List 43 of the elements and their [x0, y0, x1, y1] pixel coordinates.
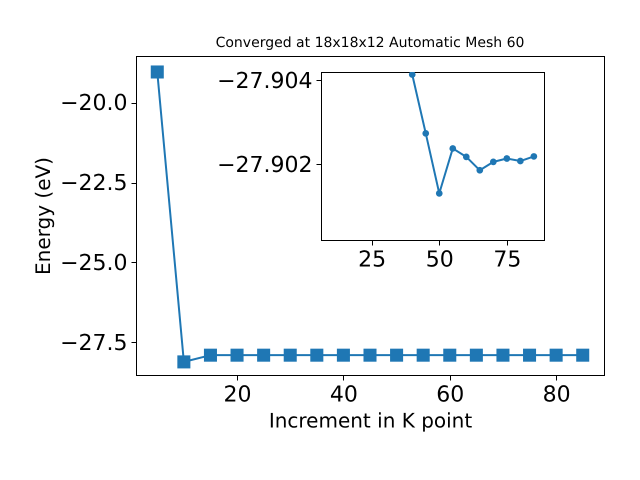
- y-tick-label: −22.5: [60, 171, 128, 196]
- point: [310, 348, 324, 362]
- point: [436, 190, 443, 197]
- point: [470, 348, 483, 362]
- point: [422, 130, 430, 137]
- point: [336, 348, 350, 362]
- point: [257, 348, 270, 362]
- x-tick-label: 50: [426, 248, 454, 272]
- y-axis-title: Energy (eV): [31, 157, 56, 275]
- x-axis-title: Increment in K point: [268, 408, 472, 432]
- point: [476, 166, 484, 174]
- point: [416, 348, 430, 362]
- point: [550, 348, 563, 362]
- point: [496, 348, 510, 362]
- chart-title: Converged at 18x18x12 Automatic Mesh 60: [216, 35, 524, 51]
- point: [462, 153, 470, 160]
- point: [150, 65, 164, 78]
- point: [230, 348, 244, 362]
- x-tick-label: 60: [436, 382, 464, 408]
- y-tick-label: −27.902: [217, 152, 312, 178]
- point: [284, 348, 297, 362]
- y-tick-label: −20.0: [60, 91, 128, 116]
- point: [177, 355, 190, 368]
- point: [503, 155, 510, 162]
- point: [449, 145, 456, 152]
- x-tick-label: 25: [358, 248, 386, 272]
- point: [516, 158, 524, 164]
- point: [523, 348, 536, 362]
- point: [390, 348, 404, 362]
- x-tick-label: 75: [493, 248, 522, 272]
- point: [530, 153, 538, 160]
- y-tick-label: −25.0: [60, 250, 128, 276]
- point: [576, 348, 590, 362]
- point: [408, 72, 416, 78]
- y-tick-label: −27.904: [217, 68, 312, 94]
- x-tick-label: 80: [542, 382, 571, 408]
- point: [204, 348, 217, 362]
- point: [490, 158, 497, 166]
- point: [443, 348, 456, 362]
- x-tick-label: 40: [330, 382, 358, 408]
- point: [363, 348, 377, 362]
- x-tick-label: 20: [224, 382, 252, 408]
- y-tick-label: −27.5: [60, 330, 128, 356]
